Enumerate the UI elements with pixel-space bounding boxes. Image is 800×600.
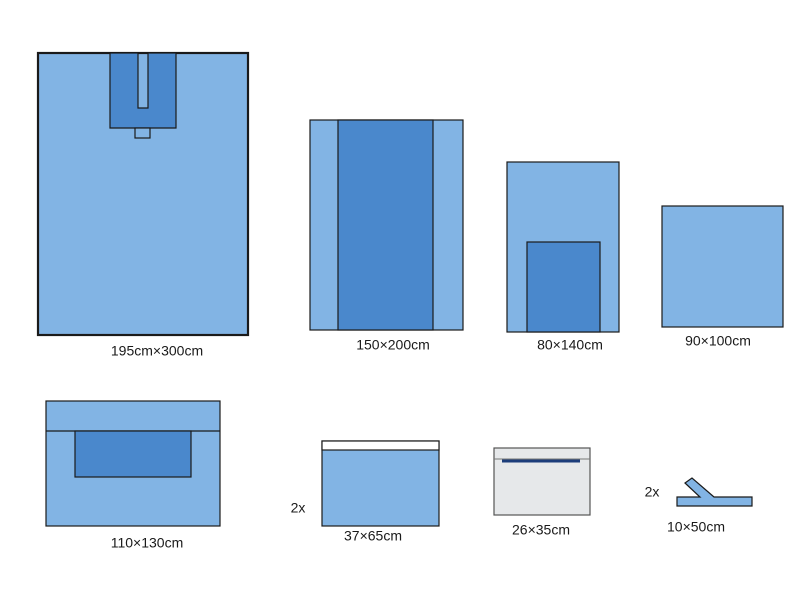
tab [134,127,151,139]
adhesive-strip [321,440,440,451]
size-label: 110×130cm [111,535,184,551]
drape-90x100 [661,205,784,328]
size-label: 80×140cm [537,337,603,353]
size-label: 10×50cm [667,519,725,535]
drape-body [36,51,250,337]
reinforcement [526,241,601,333]
quantity-label: 2x [645,484,660,500]
towel-body [321,440,440,527]
bag-26x35 [493,447,591,516]
strap-10x50 [676,477,753,507]
drape-150x200 [309,119,464,331]
size-label: 26×35cm [512,522,570,538]
size-label: 37×65cm [344,528,402,544]
u-split [109,52,177,129]
drape-80x140 [506,161,620,333]
strap [676,477,753,507]
reinforcement [337,119,434,331]
drape-110x130 [45,400,221,527]
bag-body [493,447,591,516]
size-label: 150×200cm [356,337,430,353]
quantity-label: 2x [291,500,306,516]
reinforcement [74,430,192,478]
towel-37x65 [321,440,440,527]
size-label: 90×100cm [685,333,751,349]
size-label: 195cm×300cm [111,343,203,359]
drape-large [36,51,250,337]
